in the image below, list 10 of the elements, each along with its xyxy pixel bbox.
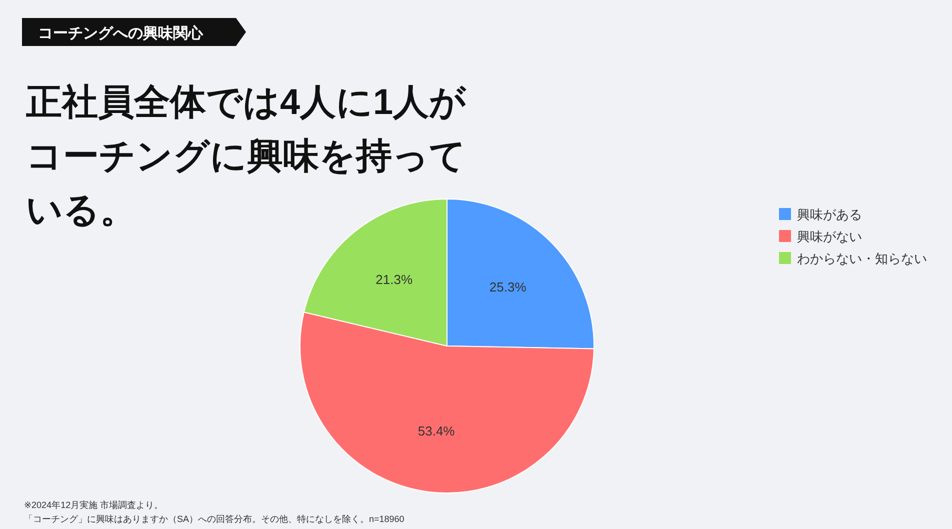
data-label: 25.3% — [489, 279, 527, 294]
legend-label: 興味がある — [797, 207, 862, 222]
data-label: 21.3% — [376, 272, 413, 288]
text: コーチングへの興味関心 — [38, 24, 204, 42]
legend-label: わからない・知らない — [797, 251, 927, 266]
data-label: 53.4% — [418, 424, 456, 439]
text: 「コーチング」に興味はありますか（SA）への回答分布。その他、特になしを除く。n=18960 — [24, 514, 404, 524]
chart-title: 正社員全体では4人に1人がコーチングに興味を持っている。 — [26, 81, 468, 230]
text: ※2024年12月実施 市場調査より。 — [24, 500, 164, 510]
legend-label: 興味がない — [797, 229, 862, 244]
